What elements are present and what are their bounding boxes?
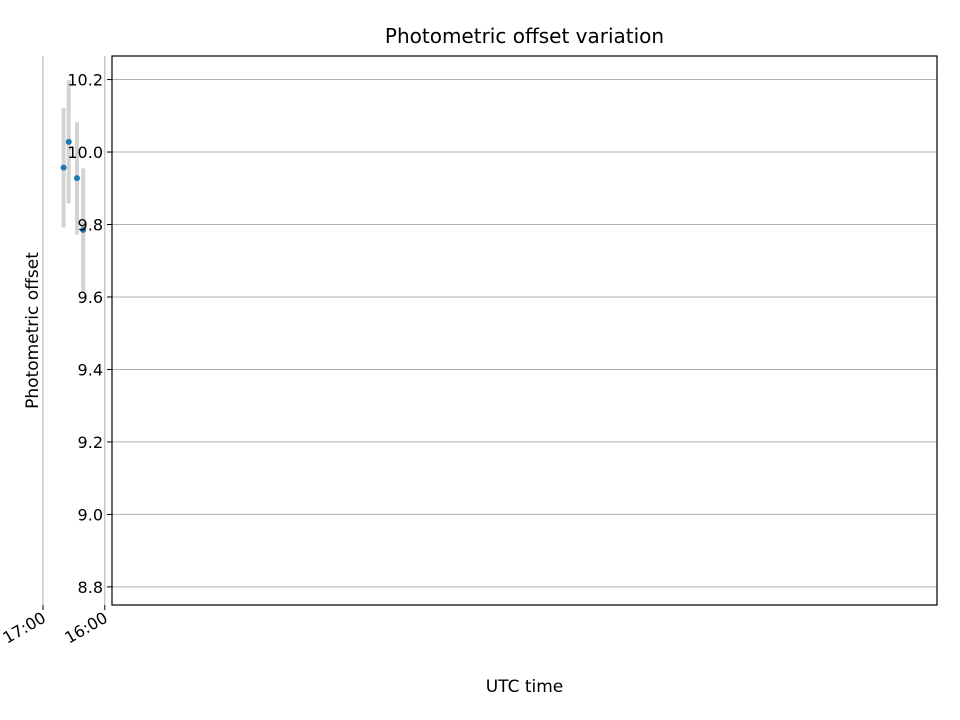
- grid-layer: [42, 56, 937, 605]
- data-point: [80, 226, 87, 233]
- y-tick-label: 9.0: [78, 505, 103, 524]
- x-axis-title: UTC time: [486, 677, 564, 697]
- y-tick-label: 9.2: [78, 433, 103, 452]
- data-point: [60, 164, 67, 171]
- y-tick-label: 9.6: [78, 288, 103, 307]
- y-tick-label: 8.8: [78, 578, 103, 597]
- data-point: [73, 175, 80, 182]
- point-layer: [60, 138, 87, 233]
- plot-frame: [111, 55, 938, 606]
- y-tick-label: 10.2: [67, 71, 103, 90]
- y-tick-label: 10.0: [67, 143, 103, 162]
- chart-title: Photometric offset variation: [385, 24, 664, 48]
- y-tick-label: 9.4: [78, 360, 103, 379]
- y-axis-title: Photometric offset: [23, 252, 43, 409]
- data-point: [65, 138, 72, 145]
- y-tick-label: 9.8: [78, 216, 103, 235]
